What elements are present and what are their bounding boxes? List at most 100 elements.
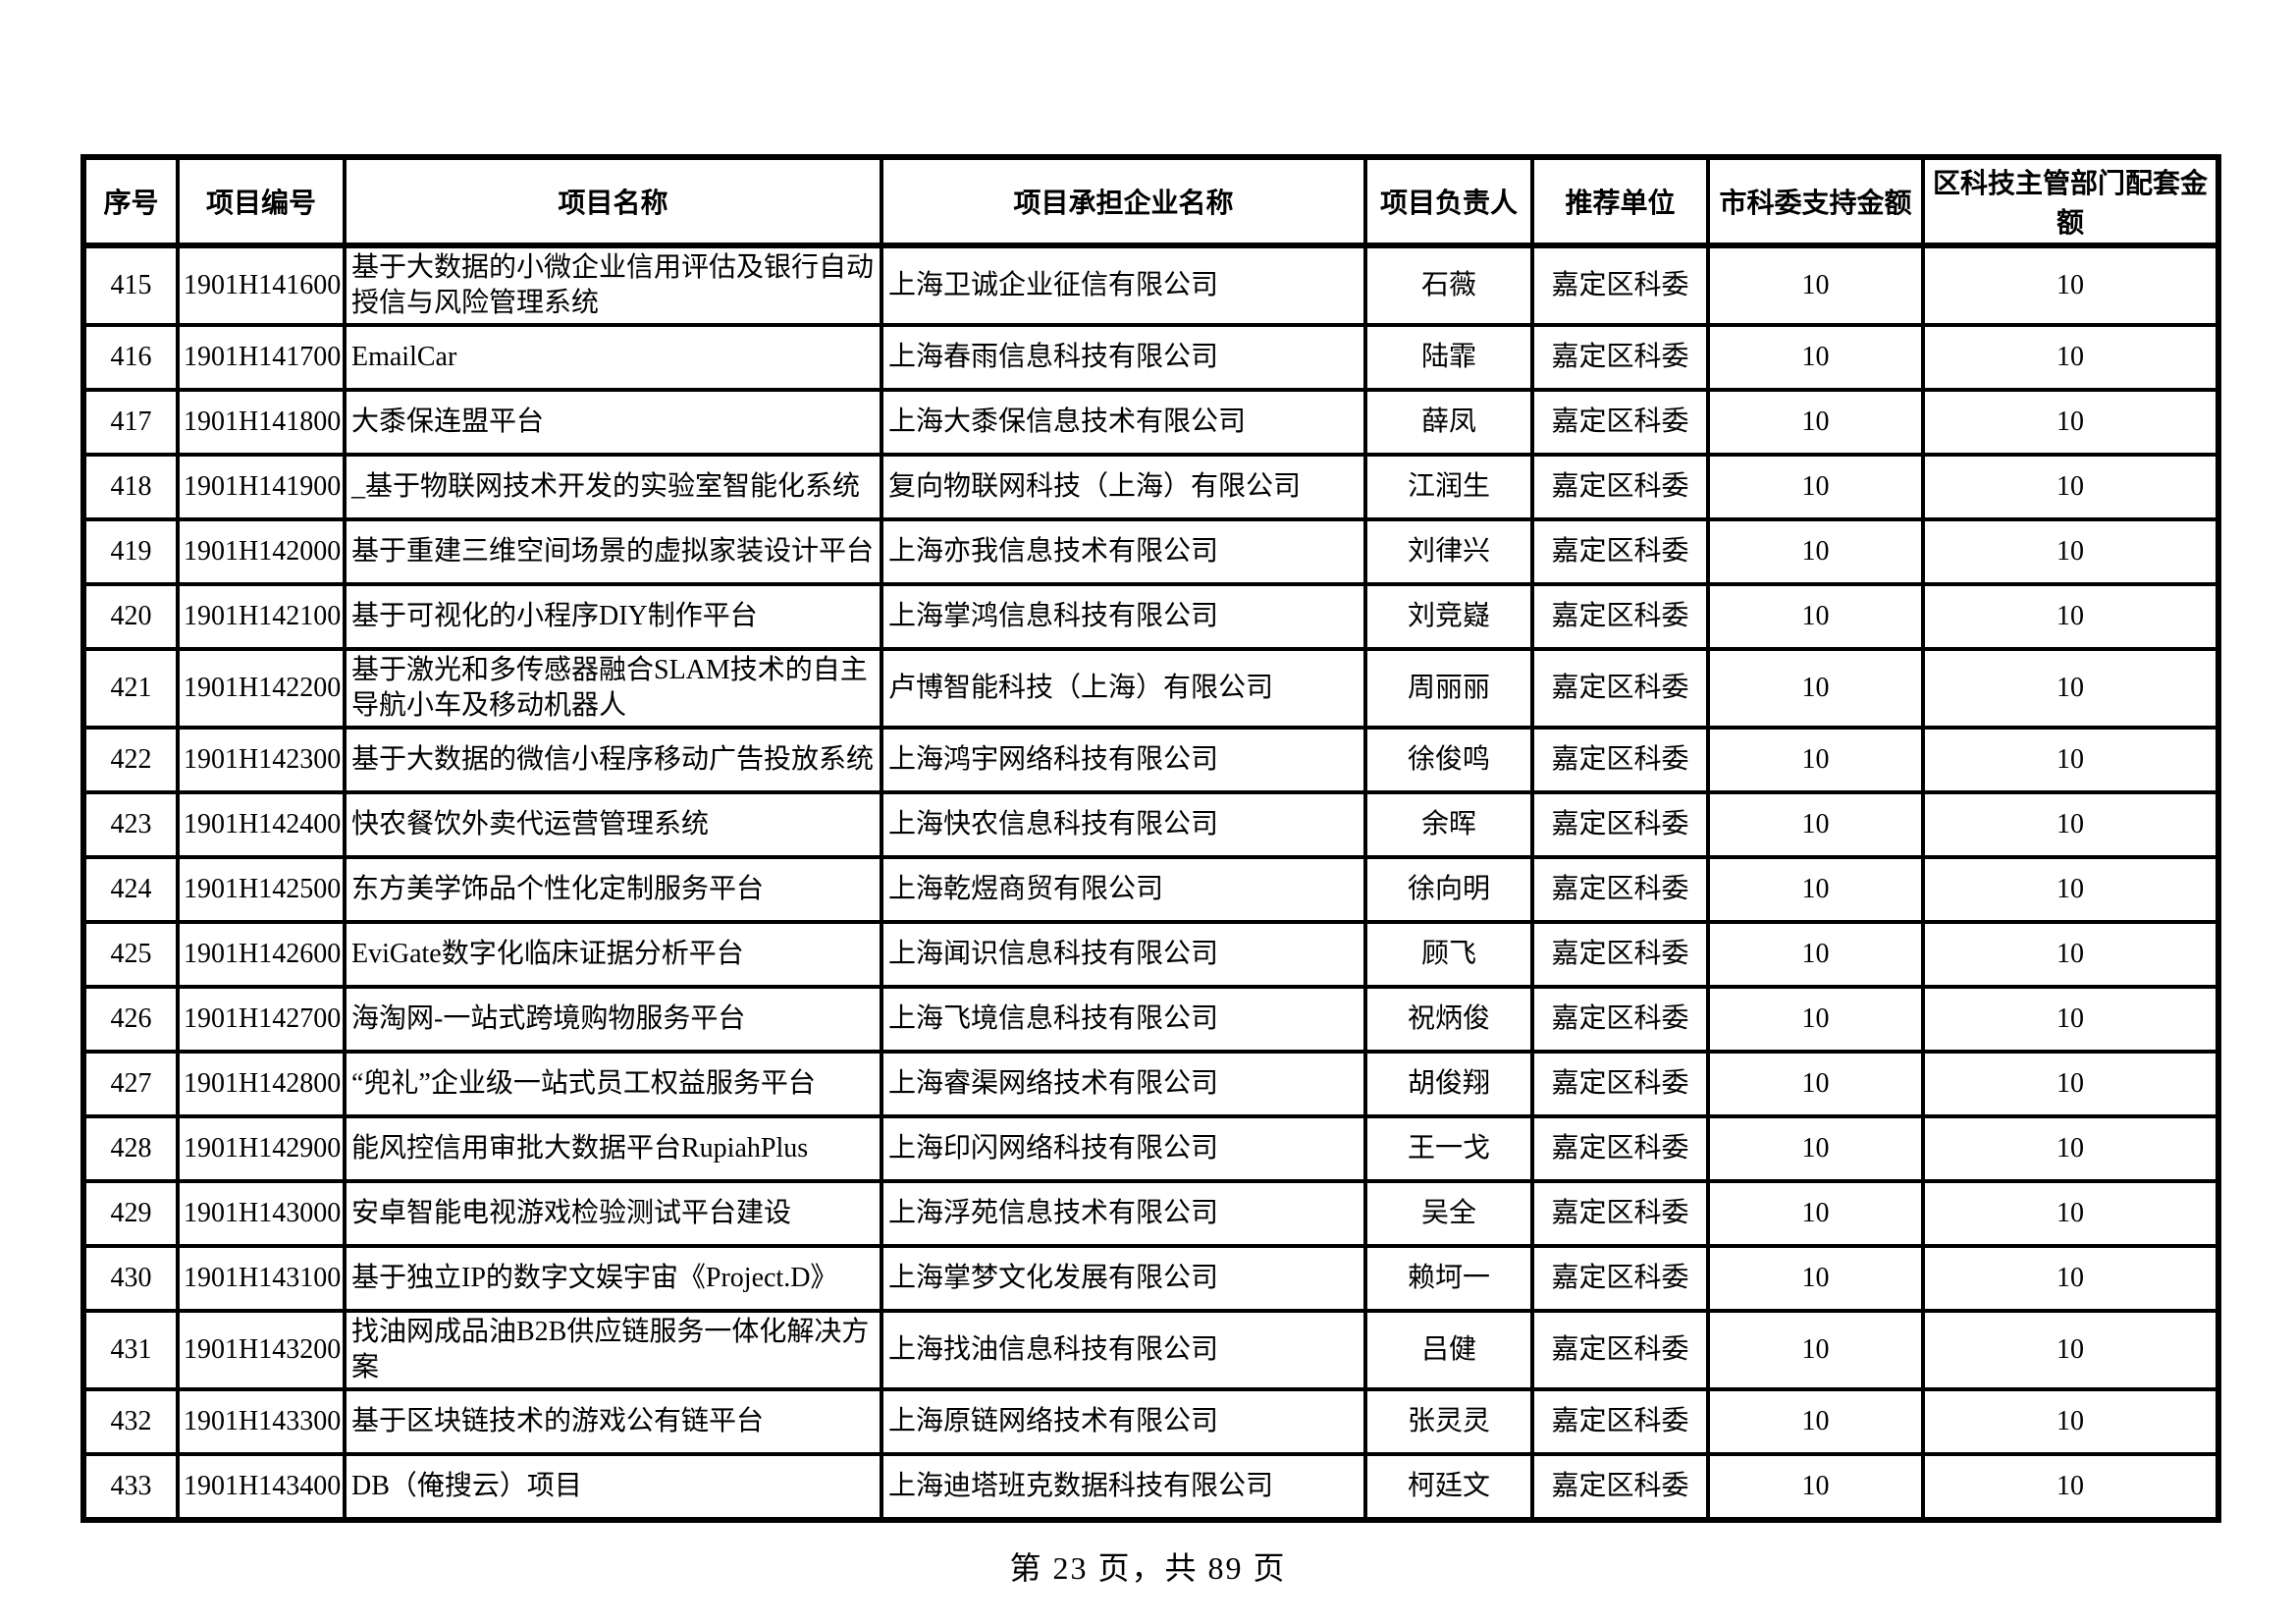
cell-leader: 刘竞嶷 [1363,582,1534,651]
cell-project-name: DB（俺搜云）项目 [343,1452,883,1522]
table-row: 428 1901H142900 能风控信用审批大数据平台RupiahPlus 上海印闪… [81,1114,2220,1183]
cell-project-code: 1901H141700 [176,323,347,392]
column-header: 市科委支持金额 [1706,155,1925,248]
cell-project-code: 1901H142000 [176,517,347,586]
cell-city-fund: 10 [1706,1452,1925,1522]
cell-district-fund: 10 [1921,453,2220,521]
cell-district-fund: 10 [1921,388,2220,457]
cell-leader: 吕健 [1363,1309,1534,1391]
cell-city-fund: 10 [1706,517,1925,586]
cell-district-fund: 10 [1921,726,2220,794]
cell-project-code: 1901H143000 [176,1179,347,1248]
cell-district-fund: 10 [1921,244,2220,327]
cell-leader: 顾飞 [1363,920,1534,989]
cell-project-name: 基于重建三维空间场景的虚拟家装设计平台 [343,517,883,586]
cell-city-fund: 10 [1706,1387,1925,1456]
column-header: 项目名称 [343,155,883,248]
cell-index: 425 [81,920,180,989]
cell-index: 418 [81,453,180,521]
cell-district-fund: 10 [1921,323,2220,392]
cell-company: 上海快农信息科技有限公司 [880,790,1367,859]
cell-leader: 江润生 [1363,453,1534,521]
cell-project-code: 1901H142700 [176,985,347,1054]
cell-project-code: 1901H142500 [176,855,347,924]
table-row: 422 1901H142300 基于大数据的微信小程序移动广告投放系统 上海鸿宇网络科… [81,726,2220,794]
cell-index: 423 [81,790,180,859]
header-row: 序号 项目编号 项目名称 项目承担企业名称 项目负责人 推荐单位 市科委支持金额 区科技主管部… [81,155,2220,248]
cell-city-fund: 10 [1706,244,1925,327]
cell-leader: 石薇 [1363,244,1534,327]
cell-index: 417 [81,388,180,457]
cell-district-fund: 10 [1921,647,2220,730]
table-row: 417 1901H141800 大黍保连盟平台 上海大黍保信息技术有限公司 薛凤 嘉定区科… [81,388,2220,457]
table-row: 432 1901H143300 基于区块链技术的游戏公有链平台 上海原链网络技术有限公… [81,1387,2220,1456]
cell-project-name: 基于大数据的微信小程序移动广告投放系统 [343,726,883,794]
cell-recommender: 嘉定区科委 [1530,726,1710,794]
column-header: 区科技主管部门配套金额 [1921,155,2220,248]
projects-table: 序号 项目编号 项目名称 项目承担企业名称 项目负责人 推荐单位 市科委支持金额 区科技主管部… [80,154,2221,1523]
cell-company: 上海原链网络技术有限公司 [880,1387,1367,1456]
cell-company: 复向物联网科技（上海）有限公司 [880,453,1367,521]
cell-recommender: 嘉定区科委 [1530,517,1710,586]
column-header: 项目编号 [176,155,347,248]
cell-district-fund: 10 [1921,582,2220,651]
cell-recommender: 嘉定区科委 [1530,1452,1710,1522]
cell-district-fund: 10 [1921,1387,2220,1456]
cell-index: 421 [81,647,180,730]
cell-city-fund: 10 [1706,1309,1925,1391]
cell-index: 427 [81,1050,180,1118]
cell-project-code: 1901H142200 [176,647,347,730]
cell-company: 上海浮苑信息技术有限公司 [880,1179,1367,1248]
column-header: 序号 [81,155,180,248]
column-header: 项目承担企业名称 [880,155,1367,248]
cell-recommender: 嘉定区科委 [1530,1179,1710,1248]
cell-district-fund: 10 [1921,1179,2220,1248]
cell-recommender: 嘉定区科委 [1530,453,1710,521]
cell-project-code: 1901H141800 [176,388,347,457]
cell-index: 428 [81,1114,180,1183]
cell-city-fund: 10 [1706,985,1925,1054]
cell-city-fund: 10 [1706,582,1925,651]
cell-index: 420 [81,582,180,651]
cell-index: 419 [81,517,180,586]
cell-project-name: 基于激光和多传感器融合SLAM技术的自主导航小车及移动机器人 [343,647,883,730]
table-row: 420 1901H142100 基于可视化的小程序DIY制作平台 上海掌鸿信息科技有限… [81,582,2220,651]
cell-recommender: 嘉定区科委 [1530,985,1710,1054]
cell-leader: 周丽丽 [1363,647,1534,730]
table-row: 425 1901H142600 EviGate数字化临床证据分析平台 上海闻识信息科技… [81,920,2220,989]
cell-district-fund: 10 [1921,1050,2220,1118]
cell-leader: 刘律兴 [1363,517,1534,586]
cell-recommender: 嘉定区科委 [1530,1387,1710,1456]
cell-district-fund: 10 [1921,1309,2220,1391]
cell-recommender: 嘉定区科委 [1530,790,1710,859]
cell-district-fund: 10 [1921,855,2220,924]
cell-city-fund: 10 [1706,323,1925,392]
cell-project-code: 1901H143100 [176,1244,347,1313]
cell-company: 上海印闪网络科技有限公司 [880,1114,1367,1183]
cell-recommender: 嘉定区科委 [1530,1244,1710,1313]
cell-leader: 柯廷文 [1363,1452,1534,1522]
cell-index: 424 [81,855,180,924]
cell-company: 上海迪塔班克数据科技有限公司 [880,1452,1367,1522]
cell-district-fund: 10 [1921,1244,2220,1313]
cell-company: 上海找油信息科技有限公司 [880,1309,1367,1391]
table-row: 424 1901H142500 东方美学饰品个性化定制服务平台 上海乾煜商贸有限公司徐… [81,855,2220,924]
cell-index: 426 [81,985,180,1054]
cell-project-name: 安卓智能电视游戏检验测试平台建设 [343,1179,883,1248]
table-row: 416 1901H141700 EmailCar 上海春雨信息科技有限公司 陆霏 嘉定区科… [81,323,2220,392]
cell-city-fund: 10 [1706,1179,1925,1248]
cell-leader: 徐俊鸣 [1363,726,1534,794]
page-footer: 第 23 页，共 89 页 [1009,1550,1287,1586]
cell-district-fund: 10 [1921,985,2220,1054]
cell-project-code: 1901H142600 [176,920,347,989]
table-row: 431 1901H143200 找油网成品油B2B供应链服务一体化解决方案 上海找油信… [81,1309,2220,1391]
column-header: 推荐单位 [1530,155,1710,248]
cell-project-code: 1901H142400 [176,790,347,859]
cell-index: 430 [81,1244,180,1313]
cell-leader: 陆霏 [1363,323,1534,392]
cell-recommender: 嘉定区科委 [1530,855,1710,924]
cell-recommender: 嘉定区科委 [1530,323,1710,392]
cell-project-code: 1901H142900 [176,1114,347,1183]
cell-project-code: 1901H143200 [176,1309,347,1391]
cell-company: 上海掌鸿信息科技有限公司 [880,582,1367,651]
